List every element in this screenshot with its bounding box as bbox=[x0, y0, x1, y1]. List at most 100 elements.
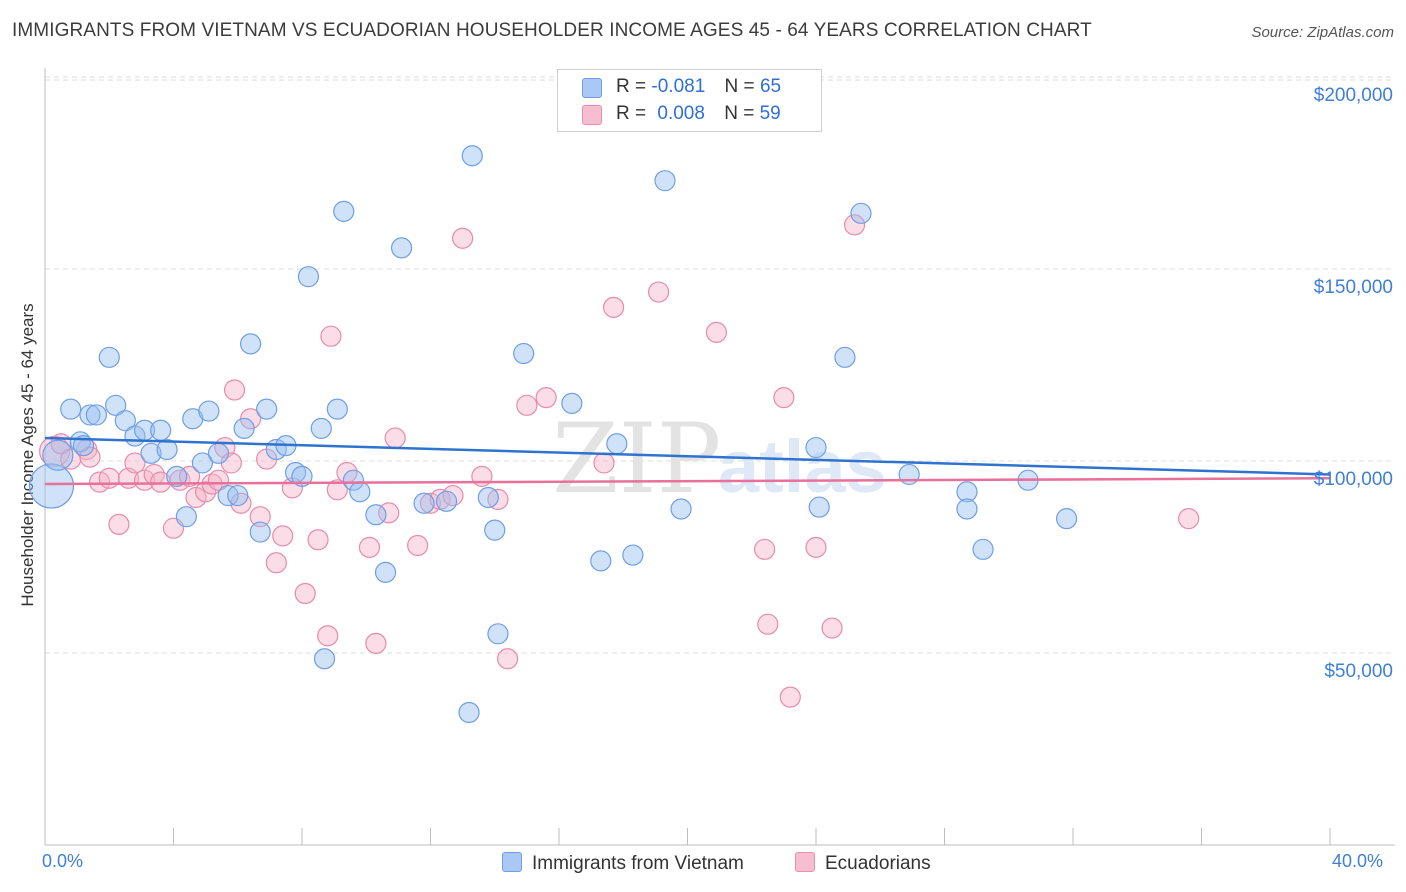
legend-n-label: N = bbox=[724, 76, 755, 97]
data-point bbox=[175, 506, 197, 528]
legend-r-label: R = bbox=[616, 76, 647, 97]
data-point bbox=[593, 452, 615, 474]
data-point bbox=[124, 452, 146, 474]
legend-swatch-ecuadorians bbox=[582, 105, 602, 125]
data-point bbox=[333, 200, 355, 222]
data-point bbox=[647, 281, 670, 303]
data-point bbox=[1055, 507, 1078, 530]
legend-swatch-vietnam bbox=[582, 78, 602, 98]
data-point bbox=[223, 379, 246, 401]
x-tick-max: 40.0% bbox=[1332, 851, 1384, 871]
data-point bbox=[1178, 507, 1200, 530]
legend-n-value-ecuadorians: 59 bbox=[759, 103, 781, 124]
bottom-legend-label-vietnam: Immigrants from Vietnam bbox=[532, 853, 744, 874]
data-point bbox=[773, 387, 795, 409]
legend-row-vietnam: R = -0.081 N = 65 bbox=[616, 76, 781, 98]
data-point bbox=[834, 346, 856, 368]
data-point bbox=[843, 214, 866, 236]
data-point bbox=[72, 435, 95, 457]
chart-title: IMMIGRANTS FROM VIETNAM VS ECUADORIAN HO… bbox=[12, 20, 1092, 41]
data-point bbox=[326, 479, 348, 501]
data-point bbox=[753, 538, 776, 560]
data-point bbox=[291, 465, 313, 487]
watermark-zip: ZIP bbox=[552, 403, 721, 515]
data-point bbox=[310, 417, 332, 439]
data-point bbox=[272, 525, 294, 547]
data-point bbox=[114, 410, 136, 432]
y-tick-label: $150,000 bbox=[1314, 277, 1393, 298]
bottom-legend-swatch-ecuadorians bbox=[795, 852, 815, 872]
data-point bbox=[365, 632, 387, 655]
data-point bbox=[256, 398, 278, 420]
data-point bbox=[140, 442, 162, 464]
data-point bbox=[956, 481, 978, 503]
data-point bbox=[294, 582, 316, 605]
legend: R = -0.081 N = 65 R = 0.008 N = 59 bbox=[557, 69, 822, 132]
data-point bbox=[326, 398, 348, 420]
data-point bbox=[458, 701, 480, 724]
trend-lines bbox=[44, 436, 1331, 486]
data-point bbox=[513, 342, 535, 365]
data-point bbox=[535, 387, 557, 409]
data-point bbox=[227, 484, 249, 507]
data-point bbox=[69, 431, 91, 453]
legend-n-label: N = bbox=[724, 103, 755, 124]
data-point bbox=[85, 404, 108, 426]
data-point bbox=[654, 170, 676, 192]
bottom-legend-swatch-vietnam bbox=[502, 852, 522, 872]
data-point bbox=[850, 202, 872, 224]
data-point bbox=[622, 544, 644, 566]
data-point bbox=[233, 417, 255, 439]
data-point bbox=[561, 392, 583, 414]
data-point bbox=[358, 536, 381, 559]
data-point bbox=[435, 490, 458, 512]
x-tick-min: 0.0% bbox=[42, 851, 84, 871]
data-point bbox=[156, 438, 178, 461]
data-point bbox=[461, 145, 483, 167]
data-point bbox=[956, 498, 978, 520]
legend-r-value-vietnam: -0.081 bbox=[651, 76, 706, 97]
data-point bbox=[497, 648, 519, 670]
data-point bbox=[28, 463, 75, 509]
data-point bbox=[307, 529, 329, 551]
y-tick-label: $50,000 bbox=[1324, 661, 1393, 682]
data-point bbox=[442, 484, 464, 507]
y-tick-label: $100,000 bbox=[1314, 469, 1393, 490]
data-point bbox=[757, 613, 779, 635]
data-point bbox=[805, 436, 827, 459]
data-point bbox=[821, 617, 843, 639]
data-point bbox=[108, 513, 130, 535]
data-point bbox=[265, 552, 287, 574]
data-point bbox=[150, 419, 172, 441]
data-point bbox=[249, 521, 271, 543]
data-point bbox=[297, 266, 320, 288]
data-point bbox=[320, 325, 342, 347]
bottom-legend-label-ecuadorians: Ecuadorians bbox=[825, 853, 931, 874]
data-point bbox=[484, 519, 506, 541]
data-point bbox=[342, 469, 364, 491]
data-point bbox=[105, 394, 127, 416]
data-point bbox=[606, 433, 628, 455]
data-point bbox=[178, 465, 201, 487]
legend-n-value-vietnam: 65 bbox=[759, 76, 782, 97]
data-point bbox=[207, 442, 230, 464]
data-point bbox=[452, 227, 474, 249]
axes bbox=[44, 68, 1395, 846]
data-point bbox=[603, 296, 625, 318]
data-point bbox=[390, 237, 413, 259]
data-point bbox=[240, 333, 262, 355]
bottom-legend-vietnam: Immigrants from Vietnam bbox=[502, 852, 744, 875]
legend-r-value-ecuadorians: 0.008 bbox=[657, 103, 705, 124]
data-point bbox=[670, 498, 692, 520]
trend-line-vietnam bbox=[44, 436, 1331, 476]
y-tick-labels: $50,000 $100,000 $150,000 $200,000 bbox=[1314, 85, 1393, 682]
trend-line-ecuadorians bbox=[44, 477, 1331, 486]
data-point bbox=[516, 394, 538, 416]
data-point bbox=[487, 623, 509, 645]
data-point bbox=[98, 346, 120, 368]
data-point bbox=[349, 481, 371, 503]
data-point bbox=[79, 446, 101, 468]
data-point bbox=[705, 321, 728, 343]
data-point bbox=[805, 536, 827, 559]
